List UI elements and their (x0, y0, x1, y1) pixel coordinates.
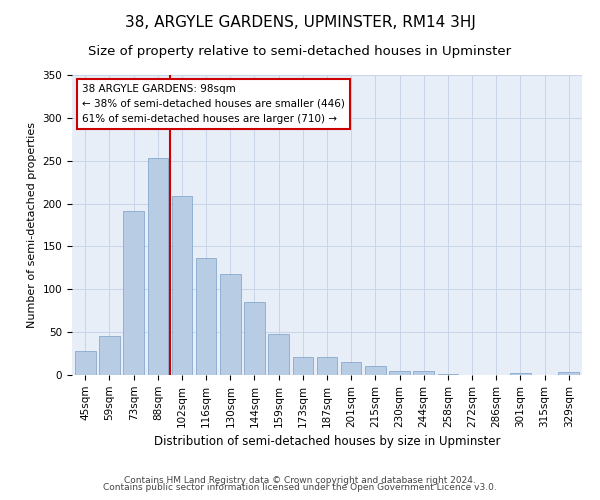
Bar (413, 370, 434, 375)
Bar (317, 357, 337, 375)
Bar (172, 196, 192, 375)
Text: Size of property relative to semi-detached houses in Upminster: Size of property relative to semi-detach… (88, 45, 512, 58)
Bar (341, 362, 361, 375)
Bar (220, 274, 241, 375)
Bar (268, 334, 289, 375)
Bar (75, 351, 95, 375)
Bar (244, 302, 265, 375)
Text: Contains HM Land Registry data © Crown copyright and database right 2024.: Contains HM Land Registry data © Crown c… (124, 476, 476, 485)
Y-axis label: Number of semi-detached properties: Number of semi-detached properties (27, 122, 37, 328)
Bar (559, 372, 579, 375)
Bar (293, 357, 313, 375)
Text: 38, ARGYLE GARDENS, UPMINSTER, RM14 3HJ: 38, ARGYLE GARDENS, UPMINSTER, RM14 3HJ (125, 15, 475, 30)
Bar (437, 374, 458, 375)
Bar (365, 366, 386, 375)
Bar (196, 258, 217, 375)
Text: Contains public sector information licensed under the Open Government Licence v3: Contains public sector information licen… (103, 484, 497, 492)
Bar (124, 212, 144, 375)
Bar (99, 336, 120, 375)
Text: 38 ARGYLE GARDENS: 98sqm
← 38% of semi-detached houses are smaller (446)
61% of : 38 ARGYLE GARDENS: 98sqm ← 38% of semi-d… (82, 84, 345, 124)
Bar (389, 370, 410, 375)
X-axis label: Distribution of semi-detached houses by size in Upminster: Distribution of semi-detached houses by … (154, 435, 500, 448)
Bar (148, 158, 168, 375)
Bar (510, 374, 530, 375)
